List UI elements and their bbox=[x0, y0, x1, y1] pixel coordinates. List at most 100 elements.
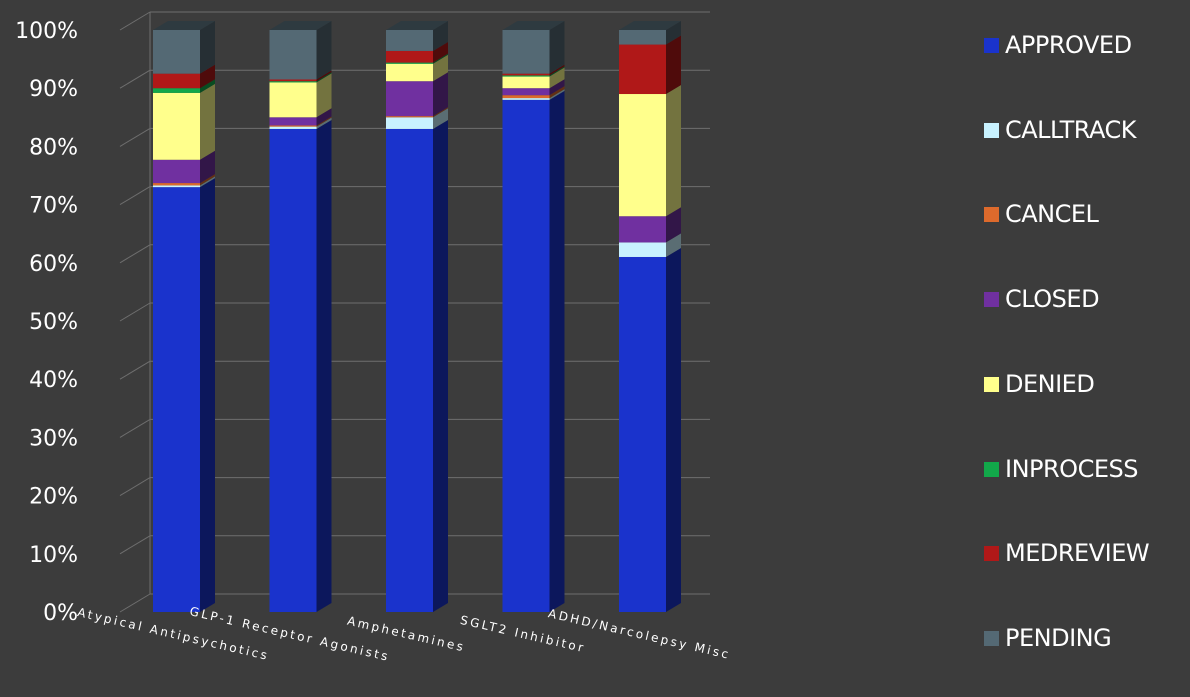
bar-segment bbox=[502, 75, 550, 77]
y-tick-label: 50% bbox=[29, 310, 78, 335]
gridline-diagonal bbox=[119, 418, 151, 438]
bar-stack bbox=[153, 21, 215, 612]
bar-segment-side bbox=[433, 53, 448, 64]
bar-segment-side bbox=[549, 64, 565, 76]
bar-stack bbox=[619, 21, 681, 613]
bar-segment bbox=[269, 125, 317, 127]
bar-segment bbox=[153, 92, 200, 160]
gridline-diagonal bbox=[119, 186, 151, 206]
bar-segment bbox=[153, 30, 200, 74]
bar-segment-side bbox=[433, 107, 448, 118]
legend-item-calltrack: CALLTRACK bbox=[984, 115, 1136, 145]
bar-segment-side bbox=[200, 79, 215, 93]
bar-segment-side bbox=[549, 90, 565, 613]
bar-segment-side bbox=[433, 72, 448, 117]
legend-swatch bbox=[984, 461, 999, 477]
gridline-diagonal bbox=[119, 535, 151, 555]
bar-segment-side bbox=[200, 176, 215, 188]
legend-item-closed: CLOSED bbox=[984, 284, 1100, 314]
legend-label: CLOSED bbox=[1005, 285, 1100, 313]
bar-segment bbox=[386, 116, 433, 118]
bar-segment bbox=[386, 62, 433, 64]
bar-segment-side bbox=[549, 89, 565, 100]
bar-segment bbox=[619, 30, 666, 45]
bar-segment-side bbox=[316, 70, 332, 82]
gridline-diagonal bbox=[119, 477, 151, 497]
legend-item-inprocess: INPROCESS bbox=[984, 454, 1138, 484]
bar-top bbox=[619, 21, 681, 30]
bar-segment-side bbox=[433, 21, 448, 51]
bar-segment-side bbox=[666, 233, 681, 257]
bars bbox=[153, 21, 681, 613]
bar-segment bbox=[153, 159, 200, 184]
legend-swatch bbox=[984, 122, 999, 138]
legend-swatch bbox=[984, 376, 999, 392]
bar-segment bbox=[153, 183, 200, 186]
bar-segment-side bbox=[433, 41, 448, 63]
bar-segment-side bbox=[200, 64, 215, 89]
legend-item-denied: DENIED bbox=[984, 369, 1095, 399]
bar-segment bbox=[269, 79, 317, 82]
bar-segment bbox=[502, 95, 550, 99]
gridline-diagonal bbox=[119, 11, 151, 31]
legend-label: DENIED bbox=[1005, 370, 1095, 398]
bar-segment-side bbox=[549, 66, 565, 77]
bar-top bbox=[386, 21, 448, 30]
bar-top bbox=[502, 21, 565, 30]
bar-segment bbox=[386, 128, 433, 612]
bar-segment bbox=[386, 30, 433, 51]
bar-segment-side bbox=[200, 178, 215, 612]
bar-segment bbox=[619, 242, 666, 257]
bar-segment-side bbox=[666, 35, 681, 95]
legend-label: INPROCESS bbox=[1005, 455, 1138, 483]
bar-segment bbox=[269, 126, 317, 129]
bar-segment bbox=[153, 185, 200, 188]
bar-segment-side bbox=[666, 207, 681, 243]
bar-segment bbox=[153, 88, 200, 93]
bar-segment-side bbox=[549, 79, 565, 96]
bar-segment-side bbox=[200, 21, 215, 74]
bar-segment-side bbox=[200, 174, 215, 186]
y-tick-label: 60% bbox=[29, 252, 78, 277]
gridline-diagonal bbox=[119, 127, 151, 147]
y-tick-label: 30% bbox=[29, 426, 78, 451]
bar-segment bbox=[269, 30, 317, 80]
bar-segment-side bbox=[433, 108, 448, 129]
legend-swatch bbox=[984, 37, 999, 53]
bar-segment-side bbox=[316, 119, 332, 612]
bar-segment bbox=[502, 73, 550, 76]
bar-stack bbox=[502, 21, 565, 613]
x-tick-label: Atypical Antipsychotics bbox=[76, 605, 271, 663]
bar-segment bbox=[502, 30, 550, 74]
bar-segment bbox=[153, 187, 200, 612]
legend-label: CALLTRACK bbox=[1005, 116, 1136, 144]
x-tick-label: ADHD/Narcolepsy Misc bbox=[547, 606, 732, 662]
y-tick-label: 40% bbox=[29, 368, 78, 393]
bar-segment-side bbox=[433, 54, 448, 82]
legend-item-medreview: MEDREVIEW bbox=[984, 538, 1150, 568]
gridline-diagonal bbox=[119, 69, 151, 89]
legend-item-pending: PENDING bbox=[984, 623, 1112, 653]
bar-segment bbox=[502, 99, 550, 613]
bar-stack bbox=[386, 21, 448, 612]
bar-top bbox=[153, 21, 215, 30]
legend-swatch bbox=[984, 630, 999, 646]
bar-segment bbox=[619, 256, 666, 612]
bar-segment bbox=[386, 81, 433, 117]
legend-label: PENDING bbox=[1005, 624, 1112, 652]
gridline-diagonal bbox=[119, 360, 151, 380]
bar-segment bbox=[619, 94, 666, 217]
gridline-diagonal bbox=[119, 593, 151, 613]
gridline-diagonal bbox=[119, 302, 151, 322]
bar-segment-side bbox=[549, 86, 565, 99]
legend-item-cancel: CANCEL bbox=[984, 199, 1099, 229]
y-tick-label: 80% bbox=[29, 135, 78, 160]
bar-segment-side bbox=[549, 21, 565, 74]
bar-segment-side bbox=[200, 150, 215, 184]
bar-segment bbox=[153, 73, 200, 89]
bar-segment-side bbox=[666, 247, 681, 613]
bar-top bbox=[269, 21, 332, 30]
